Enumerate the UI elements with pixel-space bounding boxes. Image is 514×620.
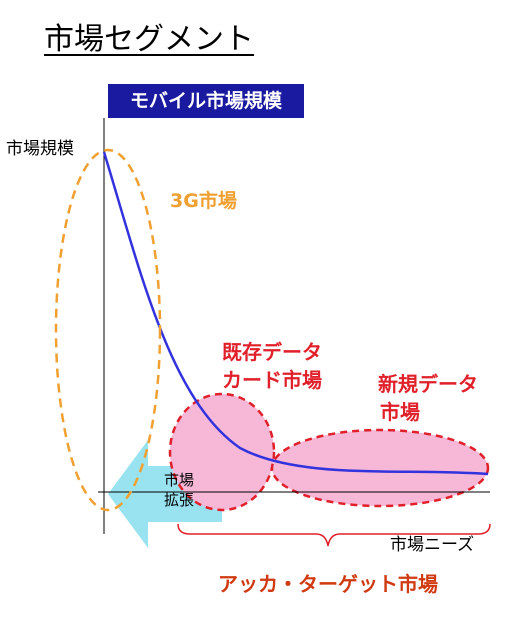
page-title: 市場セグメント [44,22,254,57]
market-size-banner: モバイル市場規模 [108,84,304,118]
new-market-label-line1: 新規データ [378,372,478,396]
expansion-label: 市場 拡張 [164,470,194,510]
new-market-ellipse [270,428,490,508]
market-curve [102,151,489,476]
existing-market-label: 既存データ カード市場 [222,338,322,394]
existing-market-label-line1: 既存データ [222,340,322,364]
target-market-label: アッカ・ターゲット市場 [218,572,438,596]
new-market-label-line2: 市場 [380,400,420,424]
3g-market-label: 3G市場 [170,190,237,212]
y-axis-label: 市場規模 [6,139,74,159]
3g-market-ellipse [54,148,162,512]
existing-market-label-line2: カード市場 [222,368,322,392]
existing-market-ellipse [168,392,276,512]
new-market-label: 新規データ 市場 [378,370,478,426]
expansion-label-line1: 市場 [164,471,195,489]
expansion-label-line2: 拡張 [164,491,195,509]
target-brace [177,523,491,547]
x-axis-label: 市場ニーズ [390,535,475,555]
